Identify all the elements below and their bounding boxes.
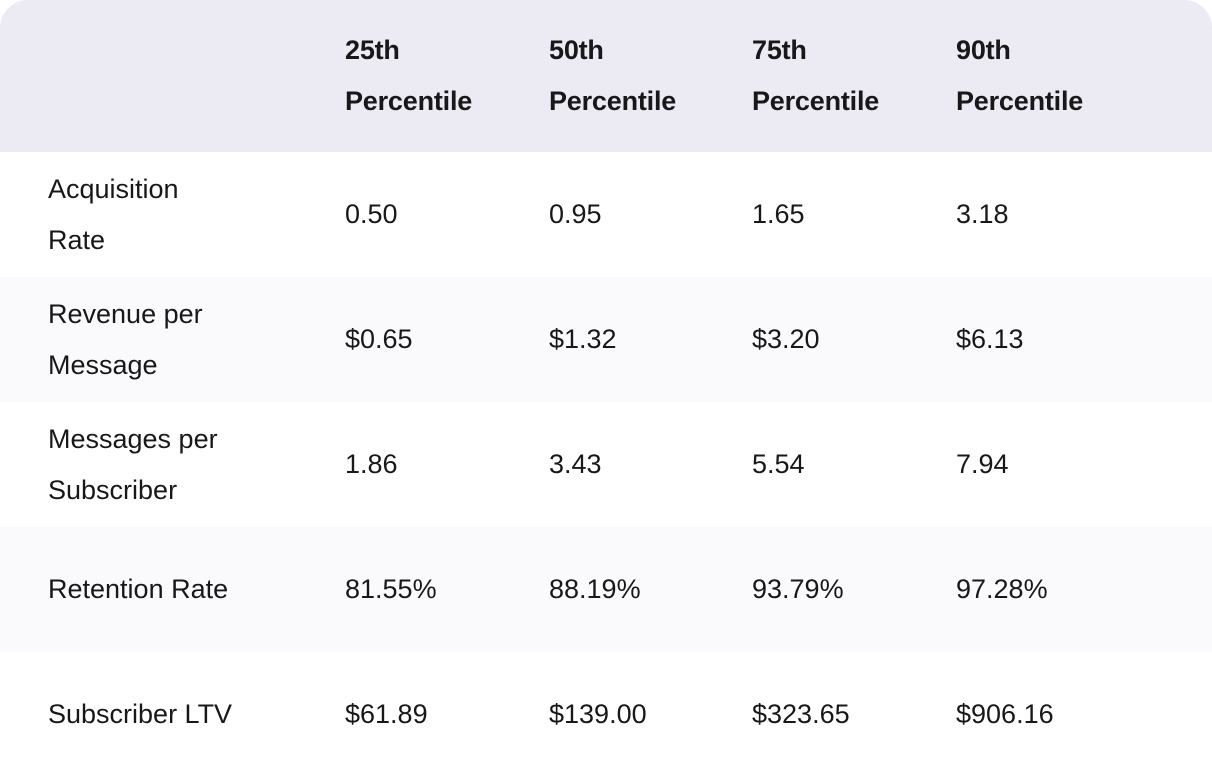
table-cell: 3.43 [549,449,602,479]
column-header-75th: 75th Percentile [752,35,880,116]
table-cell: 81.55% [345,574,437,604]
table-cell: 97.28% [956,574,1048,604]
table-cell: $0.65 [345,324,413,354]
table-cell: 0.50 [345,199,398,229]
table-cell: $3.20 [752,324,820,354]
table-row: Acquisition Rate 0.50 0.95 1.65 3.18 [0,152,1212,277]
table-cell: $906.16 [956,699,1054,729]
table-row: Messages per Subscriber 1.86 3.43 5.54 7… [0,402,1212,527]
row-label: Acquisition Rate [48,173,179,255]
row-label: Retention Rate [48,574,229,604]
column-header-25th: 25th Percentile [345,35,473,116]
row-label: Subscriber LTV [48,699,233,729]
table-row: Revenue per Message $0.65 $1.32 $3.20 $6… [0,277,1212,402]
row-label: Messages per Subscriber [48,423,218,505]
table-cell: $323.65 [752,699,850,729]
table-body: Acquisition Rate 0.50 0.95 1.65 3.18 Rev… [0,152,1212,777]
table-cell: $1.32 [549,324,617,354]
table-header-row: 25th Percentile 50th Percentile 75th Per… [0,0,1212,152]
table-cell: 3.18 [956,199,1009,229]
table-cell: $6.13 [956,324,1024,354]
table-cell: 93.79% [752,574,844,604]
table-cell: 1.65 [752,199,805,229]
row-label: Revenue per Message [48,298,203,380]
table-cell: 88.19% [549,574,641,604]
table-cell: 5.54 [752,449,805,479]
column-header-50th: 50th Percentile [549,35,677,116]
table-cell: $61.89 [345,699,428,729]
table-cell: 0.95 [549,199,602,229]
table-cell: $139.00 [549,699,647,729]
table-row: Retention Rate 81.55% 88.19% 93.79% 97.2… [0,527,1212,652]
table-row: Subscriber LTV $61.89 $139.00 $323.65 $9… [0,652,1212,777]
column-header-90th: 90th Percentile [956,35,1084,116]
table-cell: 7.94 [956,449,1009,479]
table-cell: 1.86 [345,449,398,479]
row-label-header [48,51,345,102]
